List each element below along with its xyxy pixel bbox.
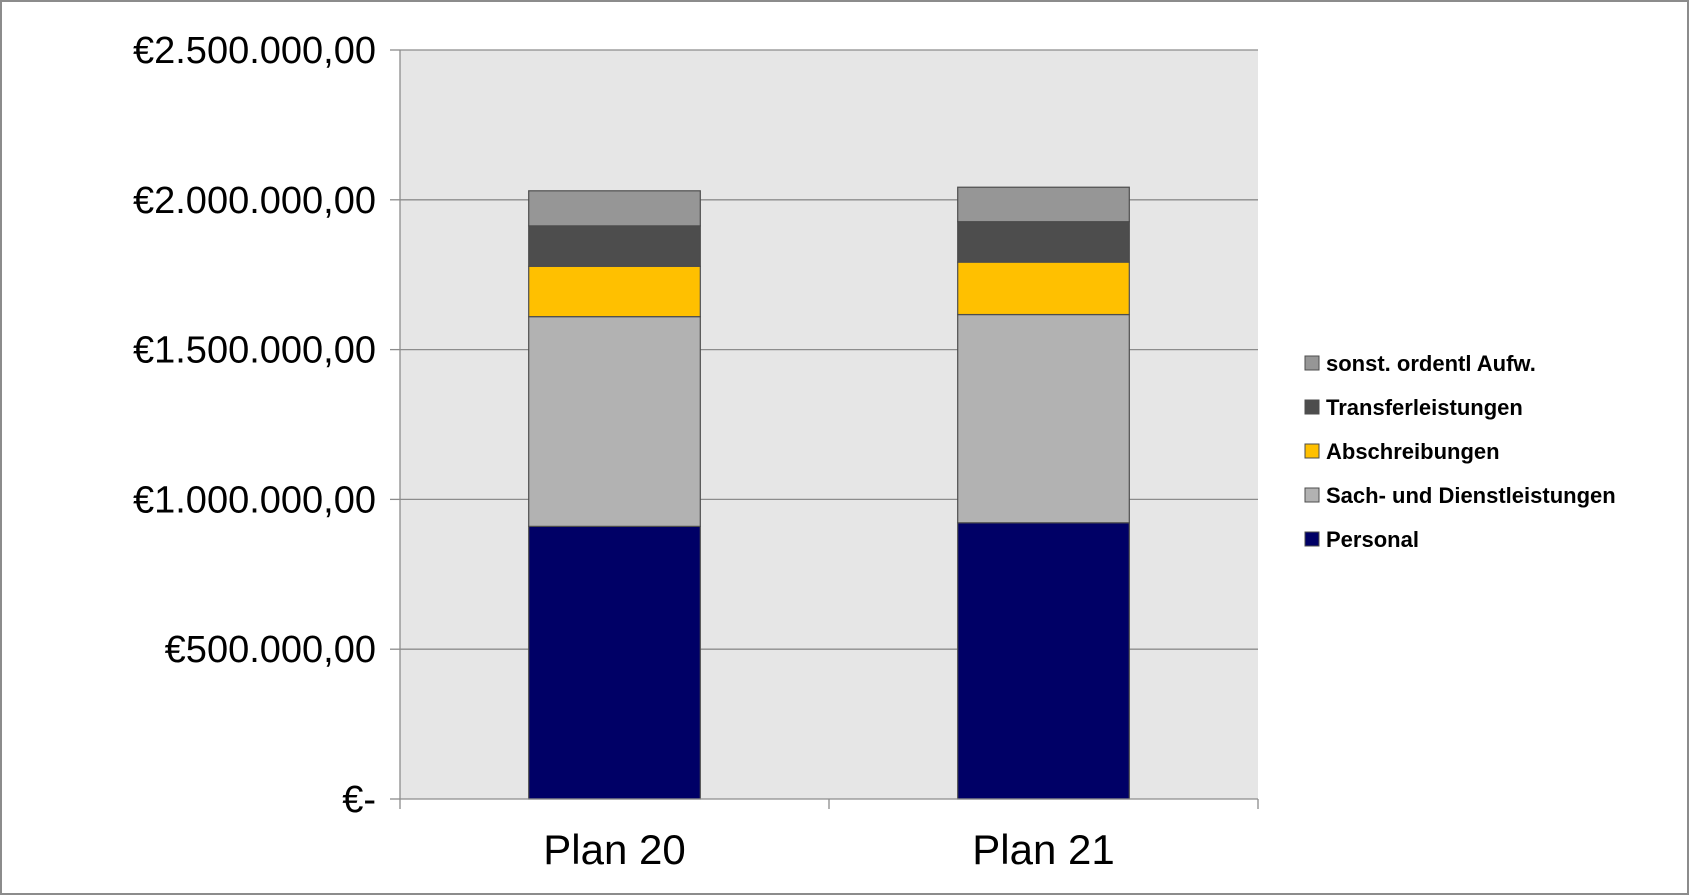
y-tick-label: €- bbox=[342, 779, 376, 821]
y-tick-label: €500.000,00 bbox=[165, 629, 376, 671]
bar-segment-abschreibungen-1 bbox=[957, 261, 1130, 316]
bar-segment-abschreibungen-0 bbox=[528, 265, 701, 318]
bar-segment-sach-und-dienstleistungen-0 bbox=[528, 316, 701, 527]
legend-label: Transferleistungen bbox=[1326, 395, 1523, 420]
y-tick-label: €1.000.000,00 bbox=[133, 479, 376, 521]
bar-segment-sach-und-dienstleistungen-1 bbox=[957, 313, 1130, 524]
bars bbox=[528, 186, 1130, 800]
bar-segment-sonst-ordentl-aufw--0 bbox=[528, 190, 701, 227]
x-category-label: Plan 20 bbox=[543, 826, 685, 873]
bar-segment-personal-1 bbox=[957, 522, 1130, 800]
bar-segment-personal-0 bbox=[528, 525, 701, 800]
axes: €- €500.000,00 €1.000.000,00 €1.500.000,00 €… bbox=[133, 30, 1259, 873]
legend-swatch bbox=[1304, 443, 1320, 459]
legend-swatch bbox=[1304, 399, 1320, 415]
legend-label: Sach- und Dienstleistungen bbox=[1326, 483, 1616, 508]
legend: sonst. ordentl Aufw. Transferleistungen Ab… bbox=[1304, 351, 1616, 552]
legend-swatch bbox=[1304, 531, 1320, 547]
y-tick-label: €2.000.000,00 bbox=[133, 180, 376, 222]
legend-label: Abschreibungen bbox=[1326, 439, 1500, 464]
x-category-label: Plan 21 bbox=[972, 826, 1114, 873]
legend-label: Personal bbox=[1326, 527, 1419, 552]
legend-swatch bbox=[1304, 487, 1320, 503]
bar-segment-transferleistungen-0 bbox=[528, 225, 701, 267]
y-tick-label: €2.500.000,00 bbox=[133, 30, 376, 72]
legend-label: sonst. ordentl Aufw. bbox=[1326, 351, 1536, 376]
bar-segment-sonst-ordentl-aufw--1 bbox=[957, 186, 1130, 223]
legend-swatch bbox=[1304, 355, 1320, 371]
bar-segment-transferleistungen-1 bbox=[957, 221, 1130, 263]
y-tick-label: €1.500.000,00 bbox=[133, 330, 376, 372]
